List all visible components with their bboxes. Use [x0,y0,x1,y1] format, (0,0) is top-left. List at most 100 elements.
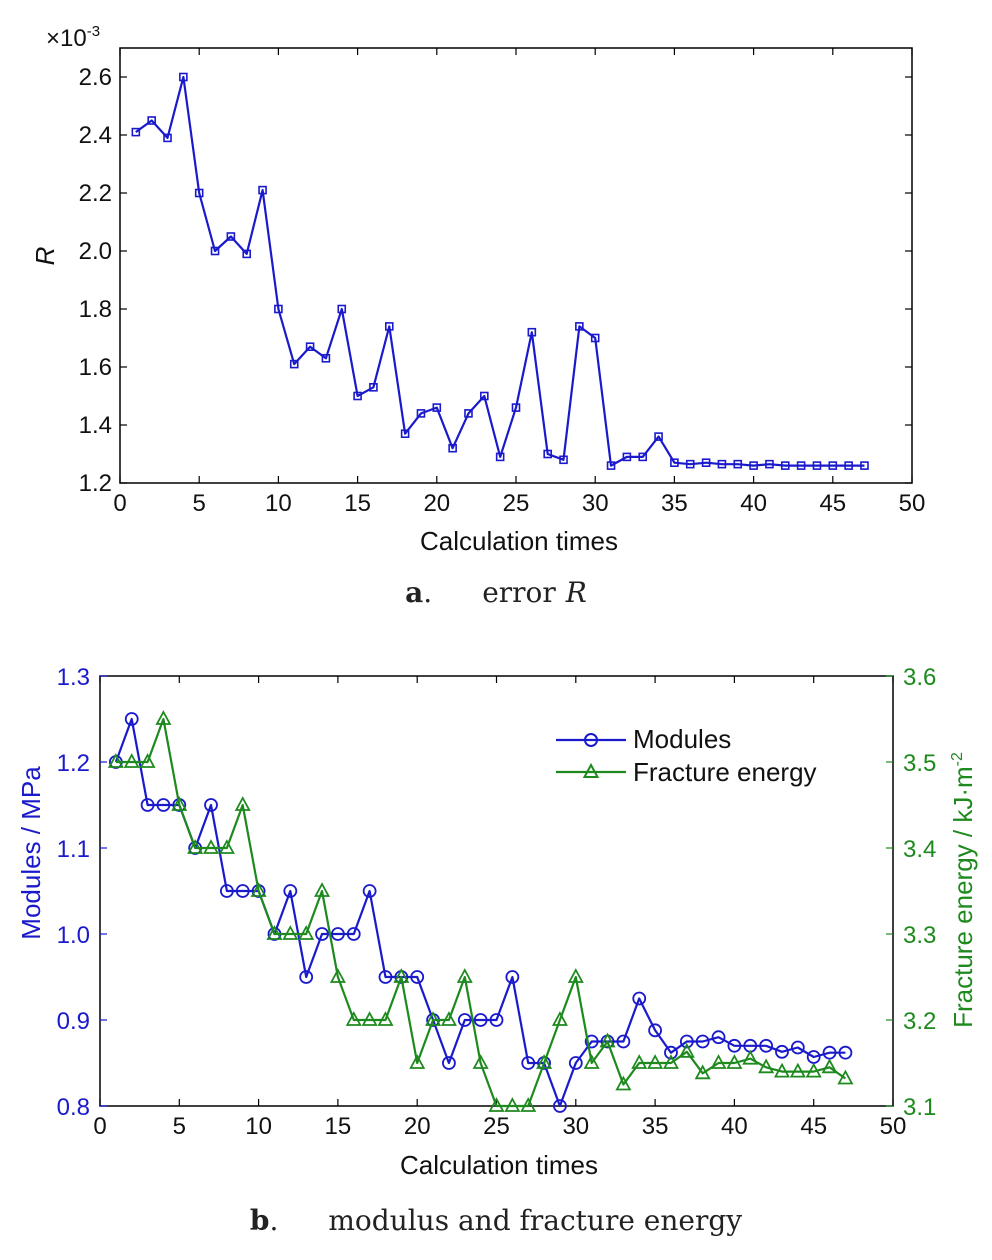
y-ticks-right-b: 3.1 3.2 3.3 3.4 3.5 3.6 [886,664,936,1121]
y-tick-label-right: 3.5 [903,750,936,777]
data-point-fracture-energy [821,1058,838,1074]
data-point-modules [315,927,329,941]
x-ticks-a: 0 5 10 15 20 25 30 35 40 45 50 [113,48,925,517]
data-point [147,116,156,125]
data-point-modules [489,1013,504,1027]
data-point-modules [505,970,520,984]
x-tick-label: 50 [899,490,926,517]
data-point-modules [568,1056,583,1070]
y-tick-label: 2.4 [79,122,112,149]
data-point [432,403,442,412]
x-tick-label: 10 [265,490,292,517]
data-point-fracture-energy [662,1054,679,1069]
data-point-modules [473,1013,488,1027]
y-axis-title-left-b: Modules / MPa [16,766,46,940]
data-point-fracture-energy [314,882,331,897]
x-tick-label: 30 [562,1113,589,1140]
data-point-fracture-energy [551,1011,568,1026]
data-point [163,133,172,143]
data-point-fracture-energy [789,1062,806,1078]
data-point-modules [235,884,250,898]
y-tick-label: 1.2 [79,470,112,497]
data-point-fracture-energy [250,882,267,897]
data-point-fracture-energy [425,1011,442,1026]
data-point [289,359,299,369]
y-axis-title-a: R [30,247,60,266]
data-point [131,127,141,137]
data-point-fracture-energy [377,1011,394,1026]
data-point [480,391,489,401]
data-point-modules [521,1056,536,1070]
data-point-fracture-energy [203,839,220,854]
data-point [274,304,283,314]
data-point [353,391,362,401]
data-point-fracture-energy [171,796,188,811]
data-point-modules [838,1045,853,1060]
y-tick-label: 1.8 [79,296,112,323]
x-axis-title-a: Calculation times [420,526,618,556]
data-point [717,459,727,469]
series-line [135,75,865,467]
x-tick-label: 15 [325,1113,352,1140]
data-point-modules [759,1038,774,1053]
data-point [685,459,695,469]
legend-entry-modules: Modules [556,724,731,754]
y-tick-label: 2.0 [79,238,112,265]
legend-label-fracture-energy: Fracture energy [633,757,817,787]
data-point-modules [775,1044,789,1059]
data-point-fracture-energy [139,753,156,768]
data-point-modules [695,1034,710,1049]
data-point [337,304,347,314]
x-ticks-b: 0 5 10 15 20 25 30 35 40 45 50 [93,676,906,1140]
data-point-fracture-energy [520,1097,537,1112]
data-point-modules [410,970,425,984]
data-point [369,382,378,392]
y-tick-label: 1.6 [79,354,112,381]
data-point [416,409,426,418]
data-point-fracture-energy [345,1011,362,1026]
data-point [305,342,315,352]
data-point-modules [711,1030,726,1045]
data-point [527,327,537,337]
data-point-modules [584,1034,599,1049]
data-point [448,443,457,453]
y-tick-label-left: 1.1 [57,836,90,863]
data-point-fracture-energy [837,1069,854,1085]
x-axis-title-b: Calculation times [400,1150,598,1180]
y-multiplier-a: ×10-3 [46,23,100,52]
data-point-modules [204,798,218,812]
data-point-modules [553,1099,567,1113]
y-ticks-left-b: 0.8 0.9 1.0 1.1 1.2 1.3 [57,664,107,1121]
y-tick-label-left: 1.0 [57,922,90,949]
data-point [384,322,394,331]
x-tick-label: 35 [661,490,688,517]
data-point-fracture-energy [282,925,299,940]
data-point-fracture-energy [599,1032,616,1048]
y-ticks-a: 1.2 1.4 1.6 1.8 2.0 2.2 2.4 2.6 [79,64,912,497]
x-tick-label: 0 [93,1113,106,1140]
y-tick-label-left: 1.3 [57,664,90,691]
data-point-fracture-energy [107,753,124,768]
data-point-fracture-energy [488,1097,505,1112]
data-point-fracture-energy [266,925,283,940]
data-point-fracture-energy [329,968,346,983]
data-point-modules [124,712,139,726]
data-point-fracture-energy [710,1054,727,1069]
data-point [590,333,600,343]
legend-entry-fracture-energy: Fracture energy [556,757,817,787]
y-tick-label-right: 3.6 [903,664,936,691]
data-point-fracture-energy [440,1011,457,1026]
data-point [701,458,711,468]
data-point-fracture-energy [504,1097,521,1112]
data-point-modules [346,927,361,941]
data-point [258,185,267,195]
data-point [242,249,252,259]
x-tick-label: 45 [800,1113,827,1140]
data-point-fracture-energy [615,1075,632,1091]
x-tick-label: 20 [423,490,450,517]
data-point-modules [616,1034,631,1049]
data-point [226,232,236,241]
data-point-modules [727,1038,742,1053]
data-point [844,461,853,470]
data-point-modules [283,884,298,898]
